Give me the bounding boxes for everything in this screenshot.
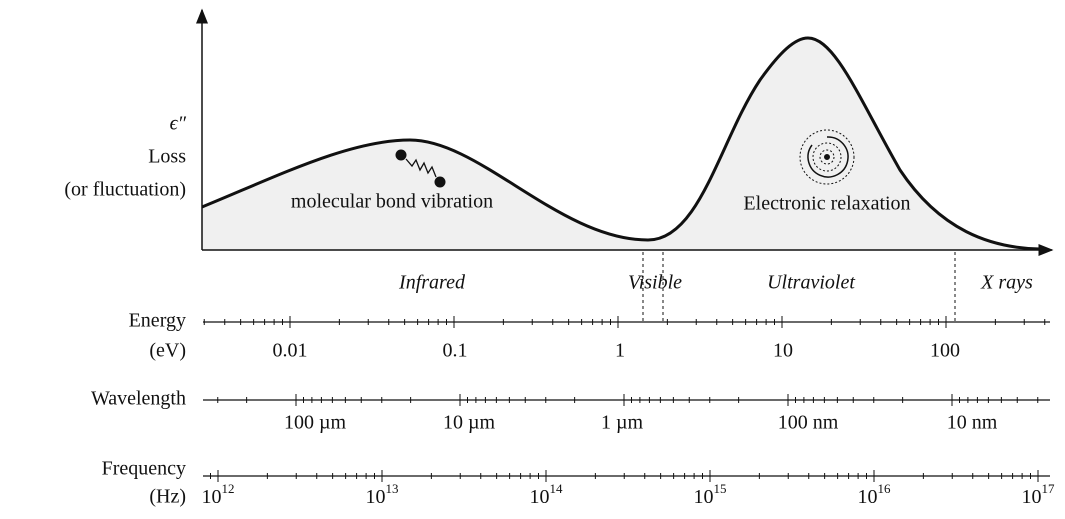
tick-label: 1: [615, 340, 625, 362]
tick-exponent: 15: [714, 481, 727, 496]
y-label: (or fluctuation): [64, 179, 186, 201]
tick-label: 0.01: [273, 340, 308, 362]
tick-exponent: 16: [878, 481, 892, 496]
tick-label: 1014: [530, 481, 564, 508]
tick-label: 0.1: [443, 340, 468, 362]
molecule-icon: [395, 149, 446, 188]
tick-exponent: 12: [222, 481, 235, 496]
scale-name: Energy: [129, 310, 186, 332]
tick-base: 10: [858, 486, 878, 508]
tick-exponent: 13: [386, 481, 399, 496]
tick-label: 1017: [1022, 481, 1056, 508]
region-label: Infrared: [398, 272, 466, 294]
tick-base: 10: [530, 486, 550, 508]
region-label: X rays: [980, 272, 1033, 294]
tick-label: 10: [773, 340, 793, 362]
tick-label: 10 nm: [947, 412, 998, 434]
annotation: molecular bond vibration: [291, 191, 493, 213]
atom-icon: [799, 129, 855, 185]
tick-base: 10: [1022, 486, 1042, 508]
tick-label: 1016: [858, 481, 892, 508]
loss-curve: [201, 36, 1041, 251]
scale-unit: (eV): [149, 340, 186, 362]
annotation: Electronic relaxation: [743, 193, 910, 215]
region-label: Visible: [628, 272, 682, 294]
scale-name: Frequency: [102, 458, 186, 480]
tick-label: 1 µm: [601, 412, 644, 434]
scale-name: Wavelength: [91, 388, 186, 410]
tick-base: 10: [366, 486, 386, 508]
tick-label: 1012: [202, 481, 235, 508]
y-symbol: ϵ″: [170, 113, 187, 135]
tick-label: 1015: [694, 481, 727, 508]
tick-base: 10: [694, 486, 714, 508]
scale-unit: (Hz): [149, 486, 186, 508]
tick-exponent: 17: [1042, 481, 1056, 496]
tick-label: 100 nm: [778, 412, 839, 434]
region-label: Ultraviolet: [767, 272, 855, 294]
tick-base: 10: [202, 486, 222, 508]
tick-label: 10 µm: [443, 412, 496, 434]
tick-label: 1013: [366, 481, 399, 508]
loss-curve-fill: [202, 38, 1040, 250]
tick-label: 100 µm: [284, 412, 347, 434]
y-label: Loss: [148, 146, 186, 168]
tick-exponent: 14: [550, 481, 564, 496]
tick-label: 100: [930, 340, 960, 362]
